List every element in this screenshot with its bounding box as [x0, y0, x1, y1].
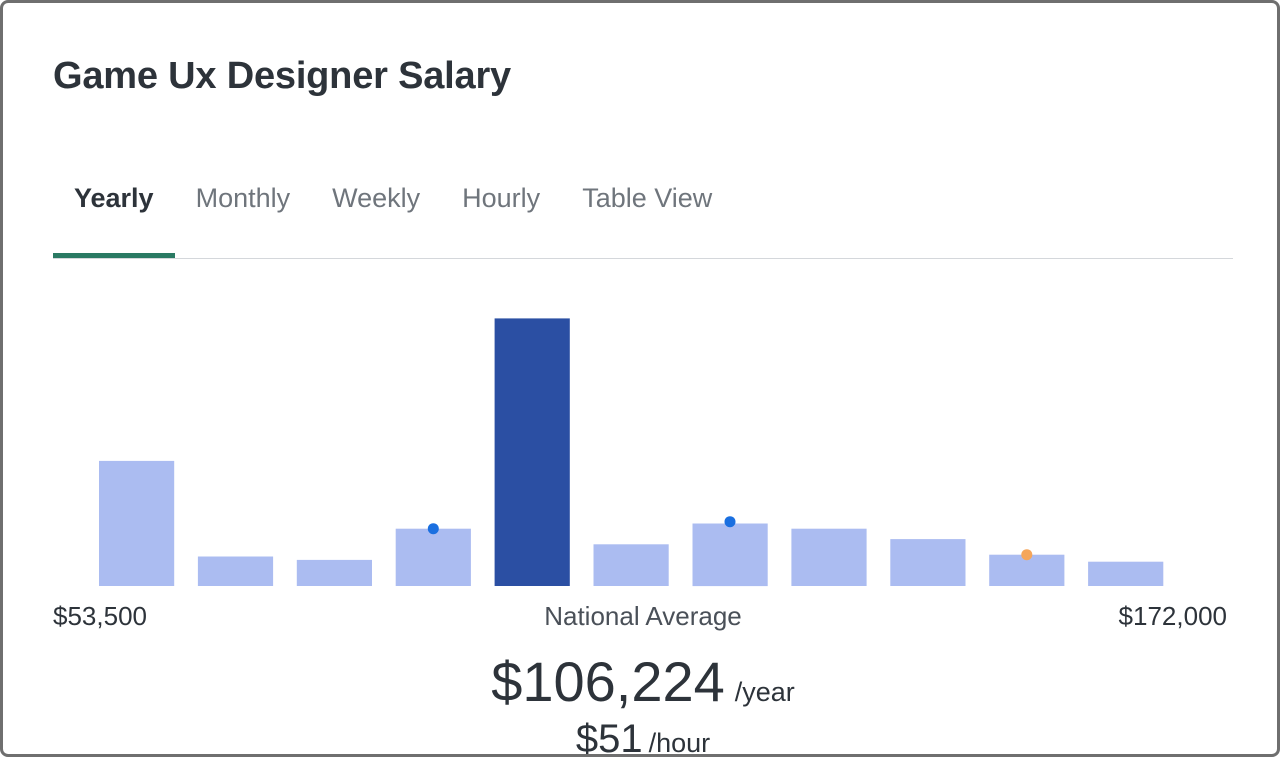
histogram-bar[interactable] [197, 556, 274, 587]
histogram-bar[interactable] [692, 523, 768, 587]
period-tabs: Yearly Monthly Weekly Hourly Table View [53, 163, 1233, 259]
tab-weekly[interactable]: Weekly [332, 183, 421, 213]
average-hourly-unit: /hour [648, 728, 711, 757]
tab-monthly[interactable]: Monthly [195, 183, 291, 213]
salary-histogram [99, 318, 1164, 587]
average-salary: $106,224/year [3, 649, 1277, 714]
histogram-marker-dot [1021, 549, 1033, 561]
tab-yearly[interactable]: Yearly [53, 163, 175, 258]
x-axis-max-label: $172,000 [1118, 601, 1227, 631]
histogram-bar[interactable] [593, 544, 669, 586]
average-hourly-value: $51 [575, 717, 643, 757]
histogram-bar[interactable] [296, 559, 372, 586]
page-title: Game Ux Designer Salary [53, 55, 511, 97]
x-axis-min-label: $53,500 [53, 601, 147, 631]
average-salary-unit: /year [734, 677, 795, 707]
histogram-marker-dot [724, 516, 736, 528]
national-average-label: National Average [544, 601, 742, 631]
histogram-bar[interactable] [395, 528, 471, 586]
average-hourly: $51/hour [3, 717, 1277, 757]
tab-hourly[interactable]: Hourly [462, 183, 541, 213]
histogram-bar[interactable] [791, 528, 867, 586]
tab-table-view[interactable]: Table View [582, 183, 713, 213]
histogram-bar-highlight[interactable] [494, 318, 570, 586]
histogram-bar[interactable] [99, 460, 175, 586]
histogram-bar[interactable] [890, 539, 966, 586]
histogram-marker-dot [427, 523, 439, 535]
average-salary-value: $106,224 [491, 650, 725, 713]
histogram-bar[interactable] [1088, 561, 1164, 586]
